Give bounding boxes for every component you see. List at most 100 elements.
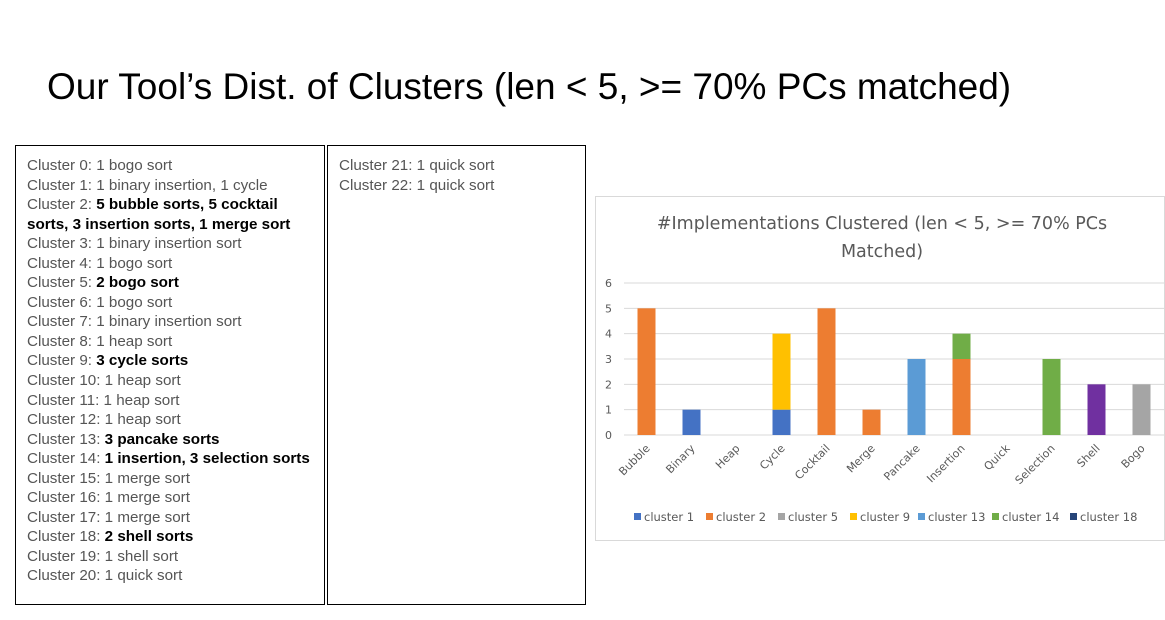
- cluster-contents: 1 quick sort: [416, 176, 495, 194]
- cluster-contents: 1 binary insertion sort: [96, 313, 242, 331]
- cluster-contents: 1 merge sort: [104, 489, 190, 507]
- cluster-line: Cluster 22: 1 quick sort: [339, 176, 575, 196]
- bar-cluster-2-insertion: [952, 359, 971, 435]
- chart-panel: #Implementations Clustered (len < 5, >= …: [595, 196, 1165, 541]
- x-tick-label: Cocktail: [792, 442, 832, 482]
- y-tick-label: 5: [605, 302, 612, 315]
- y-tick-label: 2: [605, 378, 612, 391]
- bar-cluster-14-insertion: [952, 333, 971, 359]
- cluster-label: Cluster 12:: [27, 411, 105, 429]
- cluster-label: Cluster 8:: [27, 332, 97, 350]
- cluster-line: Cluster 6: 1 bogo sort: [27, 293, 314, 313]
- cluster-label: Cluster 14:: [27, 450, 105, 468]
- legend-swatch: [778, 513, 785, 520]
- cluster-label: Cluster 0:: [27, 157, 97, 174]
- cluster-line: Cluster 0: 1 bogo sort: [27, 156, 314, 176]
- chart-title: Matched): [841, 242, 923, 262]
- bar-cluster-14-selection: [1042, 359, 1061, 435]
- legend-label: cluster 9: [860, 510, 910, 524]
- cluster-contents: 1 quick sort: [416, 157, 495, 174]
- legend-swatch: [992, 513, 999, 520]
- x-tick-label: Insertion: [924, 442, 967, 485]
- cluster-contents: 1 insertion, 3 selection sorts: [104, 450, 310, 468]
- chart-title: #Implementations Clustered (len < 5, >= …: [657, 214, 1107, 234]
- cluster-contents: 1 shell sort: [104, 547, 179, 565]
- cluster-line: Cluster 12: 1 heap sort: [27, 410, 314, 430]
- cluster-line: Cluster 13: 3 pancake sorts: [27, 430, 314, 450]
- cluster-list-right: Cluster 21: 1 quick sort Cluster 22: 1 qu…: [327, 145, 586, 605]
- cluster-line: Cluster 4: 1 bogo sort: [27, 254, 314, 274]
- cluster-line: Cluster 3: 1 binary insertion sort: [27, 234, 314, 254]
- cluster-contents: 2 bogo sort: [96, 274, 179, 292]
- cluster-line: Cluster 1: 1 binary insertion, 1 cycle: [27, 176, 314, 196]
- cluster-contents: 1 merge sort: [104, 508, 190, 526]
- legend-swatch: [1070, 513, 1077, 520]
- chart: #Implementations Clustered (len < 5, >= …: [605, 214, 1164, 524]
- cluster-contents: 1 heap sort: [104, 372, 181, 390]
- cluster-contents: 2 shell sorts: [104, 528, 194, 546]
- cluster-contents: 5 bubble sorts, 5 cocktail sorts, 3 inse…: [27, 196, 291, 233]
- cluster-contents: 3 pancake sorts: [104, 430, 220, 448]
- cluster-contents: 1 quick sort: [104, 567, 183, 585]
- cluster-label: Cluster 16:: [27, 489, 105, 507]
- cluster-line: Cluster 9: 3 cycle sorts: [27, 351, 314, 371]
- bar-cluster-2-merge: [862, 409, 881, 435]
- legend-label: cluster 5: [788, 510, 838, 524]
- cluster-line: Cluster 15: 1 merge sort: [27, 469, 314, 489]
- cluster-line: Cluster 21: 1 quick sort: [339, 156, 575, 176]
- cluster-label: Cluster 15:: [27, 469, 105, 487]
- cluster-line: Cluster 14: 1 insertion, 3 selection sor…: [27, 449, 314, 469]
- cluster-line: Cluster 20: 1 quick sort: [27, 566, 314, 586]
- legend-swatch: [918, 513, 925, 520]
- slide-title: Our Tool’s Dist. of Clusters (len < 5, >…: [47, 66, 1012, 107]
- cluster-label: Cluster 11:: [27, 391, 104, 409]
- cluster-label: Cluster 22:: [339, 176, 417, 194]
- legend-label: cluster 2: [716, 510, 766, 524]
- cluster-contents: 1 bogo sort: [96, 157, 173, 174]
- cluster-label: Cluster 3:: [27, 235, 97, 253]
- legend-label: cluster 14: [1002, 510, 1059, 524]
- cluster-line: Cluster 8: 1 heap sort: [27, 332, 314, 352]
- bar-cluster-2-bubble: [637, 308, 656, 435]
- cluster-label: Cluster 19:: [27, 547, 105, 565]
- y-tick-label: 1: [605, 404, 612, 417]
- cluster-label: Cluster 7:: [27, 313, 97, 331]
- legend-label: cluster 13: [928, 510, 985, 524]
- legend-label: cluster 1: [644, 510, 694, 524]
- cluster-label: Cluster 20:: [27, 567, 105, 585]
- x-tick-label: Merge: [844, 442, 878, 476]
- legend-swatch: [850, 513, 857, 520]
- cluster-label: Cluster 9:: [27, 352, 97, 370]
- cluster-label: Cluster 6:: [27, 293, 97, 311]
- bar-cluster-13-pancake: [907, 359, 926, 435]
- cluster-label: Cluster 4:: [27, 254, 97, 272]
- cluster-label: Cluster 10:: [27, 372, 105, 390]
- cluster-contents: 1 bogo sort: [96, 293, 173, 311]
- y-tick-label: 0: [605, 429, 612, 442]
- cluster-line: Cluster 11: 1 heap sort: [27, 391, 314, 411]
- bar-cluster-1-binary: [682, 409, 701, 435]
- x-tick-label: Heap: [713, 442, 743, 472]
- x-tick-label: Binary: [663, 442, 698, 477]
- y-tick-label: 4: [605, 328, 612, 341]
- cluster-line: Cluster 16: 1 merge sort: [27, 488, 314, 508]
- x-tick-label: Shell: [1074, 442, 1102, 470]
- cluster-contents: 1 heap sort: [104, 411, 181, 429]
- cluster-contents: 1 bogo sort: [96, 254, 173, 272]
- bar-cluster-2-cocktail: [817, 308, 836, 435]
- bar-cluster-9-cycle: [772, 333, 791, 410]
- cluster-contents: 1 merge sort: [104, 469, 190, 487]
- x-tick-label: Cycle: [757, 442, 788, 473]
- x-tick-label: Pancake: [881, 442, 922, 483]
- cluster-line: Cluster 18: 2 shell sorts: [27, 527, 314, 547]
- cluster-contents: 1 binary insertion, 1 cycle: [96, 176, 268, 194]
- cluster-label: Cluster 17:: [27, 508, 105, 526]
- x-tick-label: Selection: [1013, 442, 1058, 487]
- bar-cluster-1-cycle: [772, 409, 791, 435]
- cluster-line: Cluster 19: 1 shell sort: [27, 547, 314, 567]
- cluster-label: Cluster 18:: [27, 528, 105, 546]
- legend-swatch: [634, 513, 641, 520]
- cluster-contents: 1 heap sort: [96, 332, 173, 350]
- cluster-line: Cluster 2: 5 bubble sorts, 5 cocktail so…: [27, 195, 314, 234]
- cluster-line: Cluster 10: 1 heap sort: [27, 371, 314, 391]
